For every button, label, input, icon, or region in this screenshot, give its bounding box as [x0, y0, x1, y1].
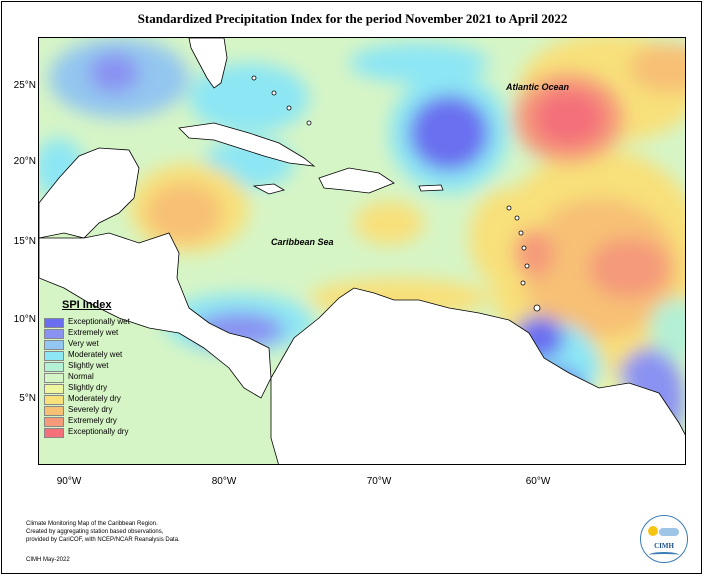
lesser-antilles-island — [521, 245, 527, 251]
legend-label: Normal — [68, 372, 94, 381]
spi-map-canvas — [39, 38, 685, 464]
legend-swatch — [44, 406, 64, 416]
note-line-2: Created by aggregating station based obs… — [26, 529, 164, 535]
legend-swatch — [44, 340, 64, 350]
severe-dry-nw-caribbean — [146, 183, 222, 243]
atlantic-ocean-label: Atlantic Ocean — [506, 82, 570, 92]
florida — [188, 38, 228, 89]
trinidad — [533, 304, 541, 312]
extreme-dry-windward — [514, 228, 554, 278]
slight-wet-southeast — [649, 298, 685, 358]
dry-zone-central — [354, 201, 424, 245]
lon-label-60w: 60°W — [525, 476, 551, 487]
note-line-3: provided by CariCOF, with NCEP/NCAR Rean… — [26, 537, 180, 543]
sun-icon — [648, 526, 658, 536]
cuba — [178, 122, 316, 167]
legend-label: Extremely wet — [68, 328, 119, 337]
bahamas-island — [271, 90, 277, 96]
jamaica — [252, 183, 286, 195]
central-america — [39, 232, 272, 399]
cimh-logo: CIMH — [640, 515, 688, 563]
lon-label-80w: 80°W — [211, 476, 237, 487]
bahamas-island — [306, 120, 312, 126]
lesser-antilles-island — [520, 280, 526, 286]
legend-title: SPI Index — [62, 299, 112, 311]
bahamas-island — [286, 105, 292, 111]
map-notes: Climate Monitoring Map of the Caribbean … — [26, 520, 180, 544]
legend-label: Severely dry — [68, 405, 113, 414]
legend-label: Exceptionally wet — [68, 317, 130, 326]
credit-text: CIMH May-2022 — [26, 557, 70, 563]
legend-swatch — [44, 417, 64, 427]
extreme-wet-north — [89, 53, 139, 93]
severe-dry-corner — [629, 43, 685, 93]
legend-label: Moderately dry — [68, 394, 121, 403]
exceptional-wet-atlantic — [409, 95, 489, 171]
legend-swatch — [44, 373, 64, 383]
lesser-antilles-island — [506, 205, 512, 211]
note-line-1: Climate Monitoring Map of the Caribbean … — [26, 521, 158, 527]
land-masses — [39, 38, 685, 464]
lon-label-70w: 70°W — [366, 476, 392, 487]
wet-zone-top — [349, 43, 489, 83]
wave-icon — [649, 552, 679, 558]
legend-swatch — [44, 428, 64, 438]
legend-swatch — [44, 384, 64, 394]
exceptional-dry-northeast — [534, 90, 604, 146]
legend-label: Exceptionally dry — [68, 427, 129, 436]
legend-swatch — [44, 318, 64, 328]
legend-label: Moderately wet — [68, 350, 123, 359]
lat-label-25n: 25°N — [13, 80, 36, 91]
legend-label: Slightly wet — [68, 361, 109, 370]
caribbean-sea-label: Caribbean Sea — [271, 237, 334, 247]
legend-swatch — [44, 351, 64, 361]
legend-label: Extremely dry — [68, 416, 117, 425]
lesser-antilles-island — [514, 215, 520, 221]
logo-text: CIMH — [654, 542, 674, 550]
legend-label: Very wet — [68, 339, 99, 348]
lesser-antilles-island — [524, 263, 530, 269]
spi-legend: SPI Index Exceptionally wet Extremely wet… — [44, 299, 159, 441]
legend-label: Slightly dry — [68, 383, 108, 392]
lesser-antilles-island — [518, 230, 524, 236]
lat-label-15n: 15°N — [13, 236, 36, 247]
south-america — [270, 287, 685, 464]
yucatan — [39, 147, 140, 239]
hispaniola — [318, 167, 395, 194]
legend-swatch — [44, 362, 64, 372]
lat-label-5n: 5°N — [19, 393, 36, 404]
legend-swatch — [44, 395, 64, 405]
map-title: Standardized Precipitation Index for the… — [137, 11, 568, 26]
extreme-dry-east — [589, 238, 669, 298]
cloud-icon — [659, 528, 679, 536]
bahamas-island — [251, 75, 257, 81]
spi-map — [38, 37, 686, 465]
legend-swatch — [44, 329, 64, 339]
lat-label-20n: 20°N — [13, 156, 36, 167]
lat-label-10n: 10°N — [13, 314, 36, 325]
lon-label-90w: 90°W — [56, 476, 82, 487]
puerto-rico — [418, 184, 444, 192]
